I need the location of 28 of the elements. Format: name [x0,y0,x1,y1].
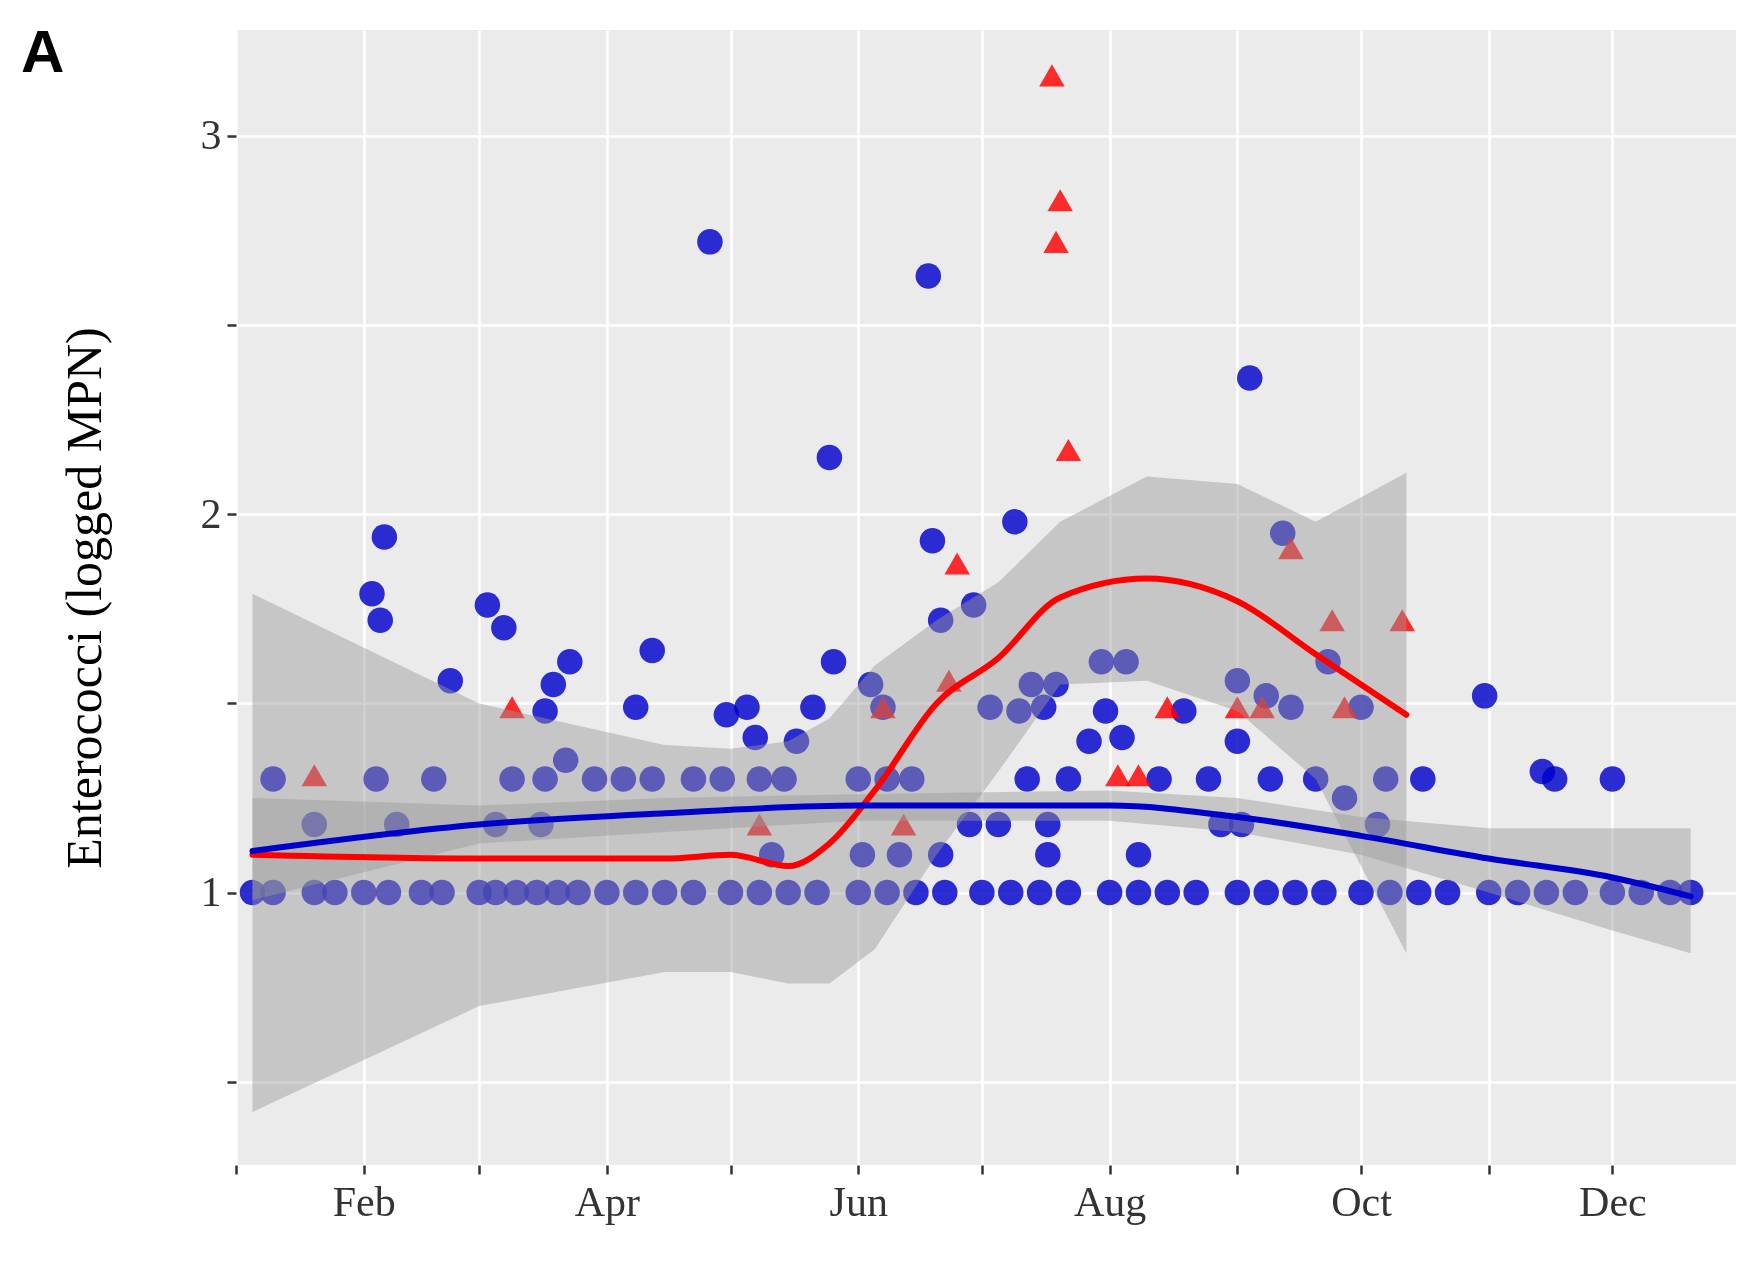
point [1249,696,1275,719]
x-tick-label: Apr [574,1178,641,1225]
point [1278,537,1304,560]
point [1039,64,1065,87]
x-tick-label: Feb [332,1178,396,1225]
point [1319,609,1345,632]
point [1389,609,1415,632]
point [1105,764,1131,787]
point [1331,696,1358,719]
x-tick-label: Dec [1579,1178,1647,1225]
y-tick-label: 3 [200,112,222,159]
point [1047,189,1073,212]
point [944,552,970,575]
point [1154,696,1181,719]
x-tick-label: Oct [1331,1178,1393,1225]
point [890,813,917,836]
point [1224,696,1251,719]
x-tick-label: Jun [829,1178,888,1225]
y-tick-label: 2 [200,490,222,537]
y-axis-title: Enterococci (logged MPN) [55,327,112,869]
point [1043,230,1069,253]
point [499,696,525,719]
point [1125,764,1152,787]
point [746,813,773,836]
y-tick-label: 1 [200,869,222,916]
chart-title: A [21,18,65,85]
x-tick-label: Aug [1073,1178,1147,1225]
point [1055,438,1082,461]
